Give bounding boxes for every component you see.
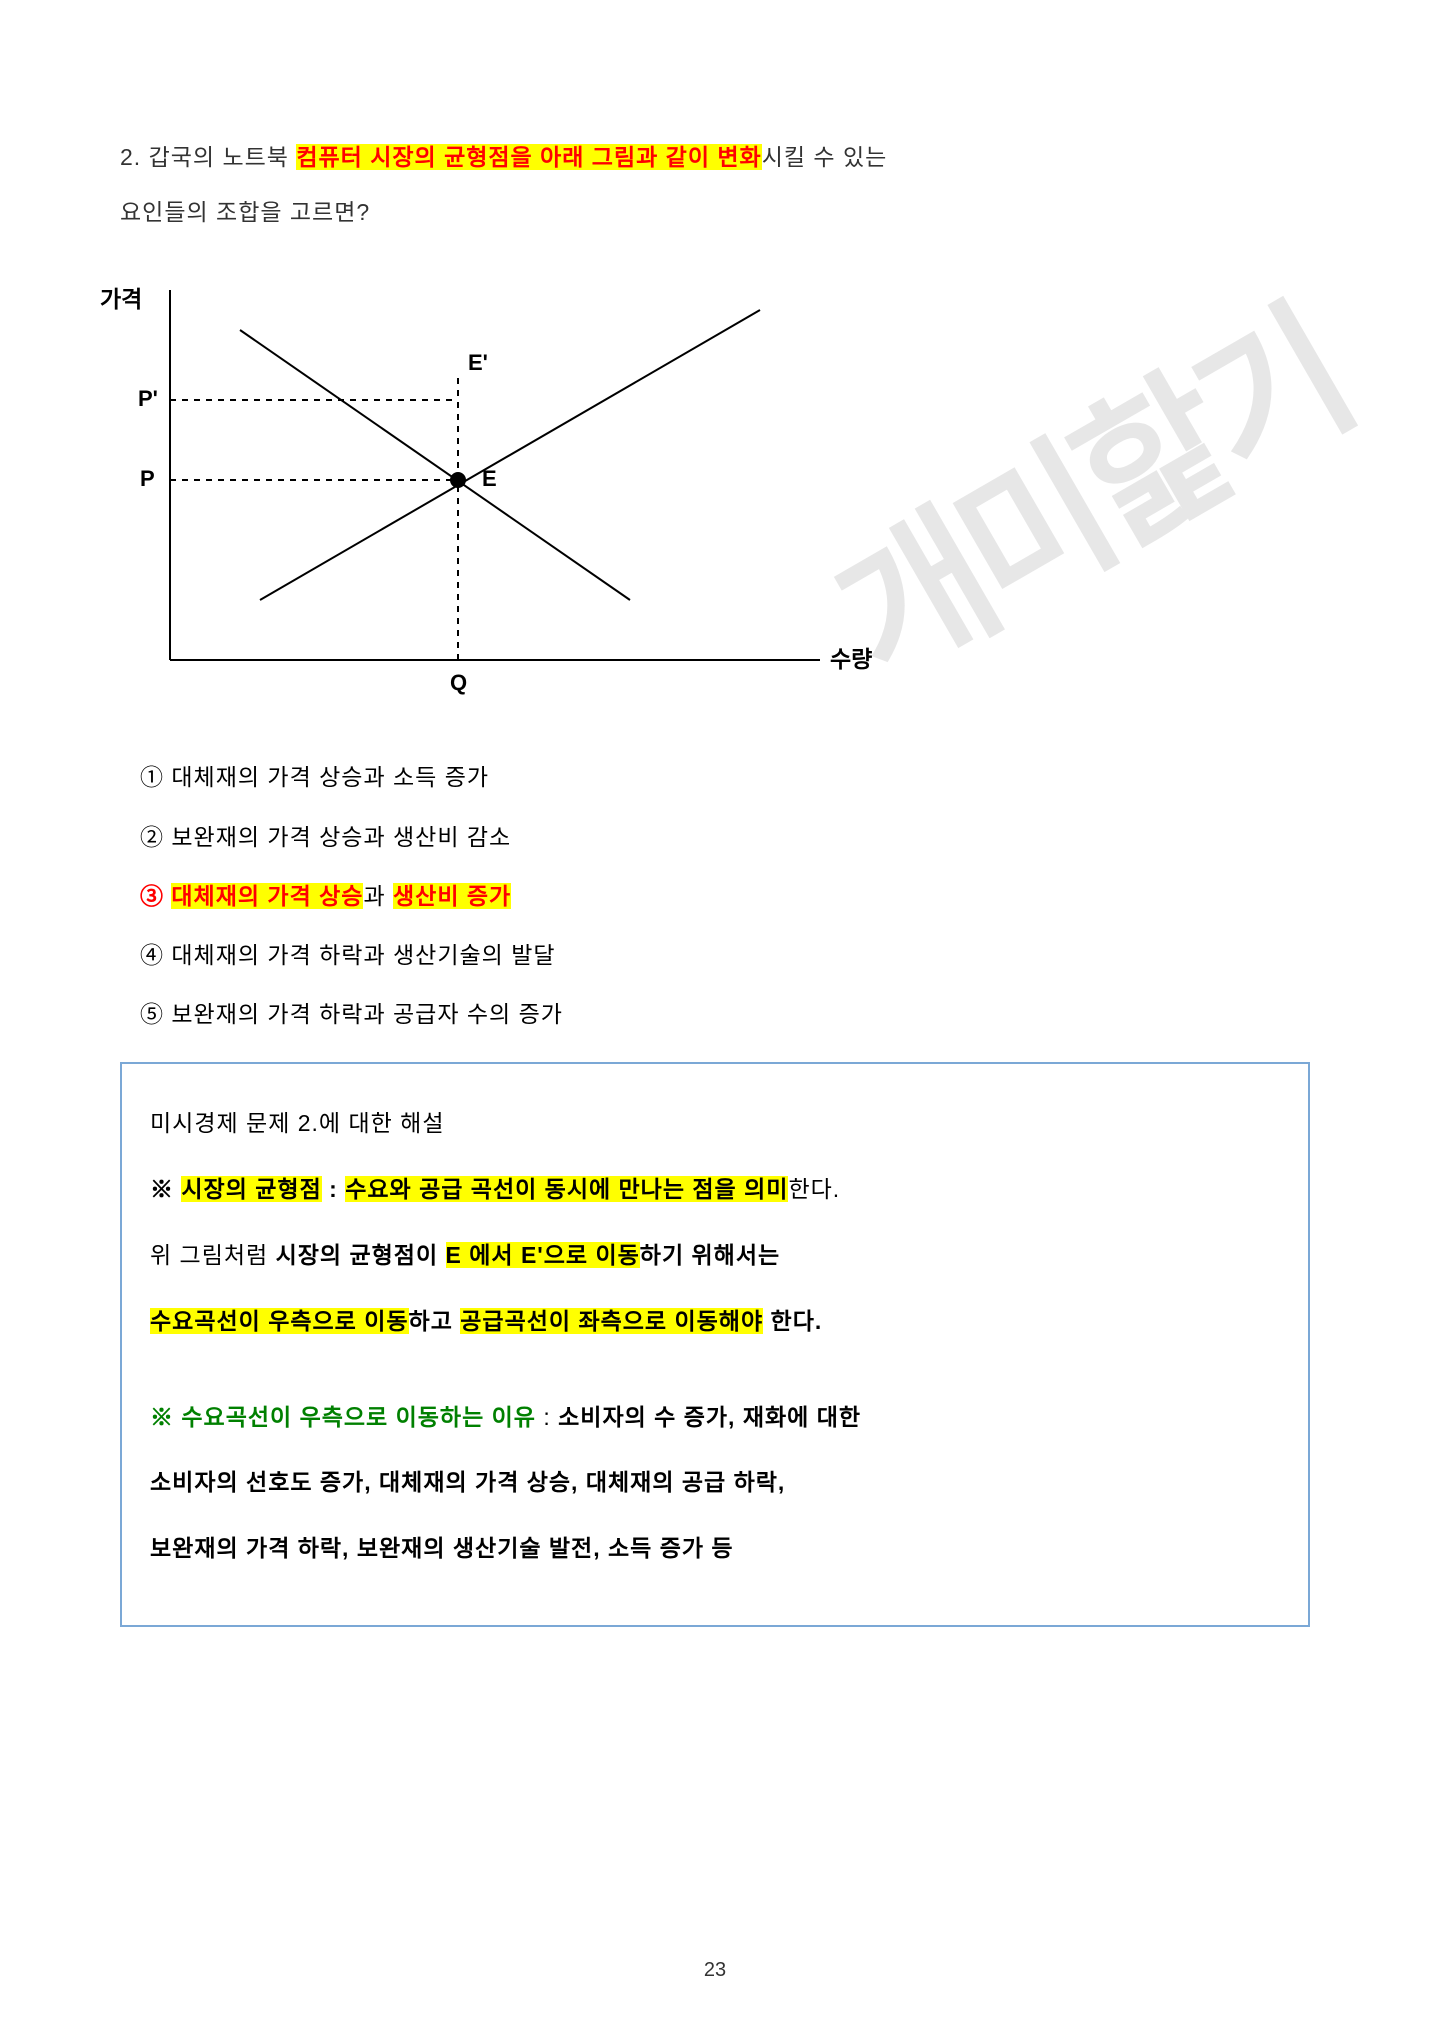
exp-l1-hl1: 시장의 균형점: [181, 1176, 321, 1202]
point-e-label: E: [482, 466, 497, 492]
y-tick-pprime: P': [138, 386, 158, 412]
exp-l2-suffix: 하기 위해서는: [640, 1242, 780, 1268]
explanation-line4: ※ 수요곡선이 우측으로 이동하는 이유 : 소비자의 수 증가, 재화에 대한: [150, 1388, 1280, 1448]
supply-demand-chart: 가격 P' P E' E Q 수량: [100, 270, 880, 710]
point-e: [450, 472, 466, 488]
exp-l1-suffix: 한다.: [788, 1176, 840, 1202]
explanation-line2: 위 그림처럼 시장의 균형점이 E 에서 E'으로 이동하기 위해서는: [150, 1226, 1280, 1286]
exp-l4-green: 수요곡선이 우측으로 이동하는 이유: [181, 1404, 536, 1430]
page-content: 2. 갑국의 노트북 컴퓨터 시장의 균형점을 아래 그림과 같이 변화시킬 수…: [0, 0, 1430, 1687]
exp-l3-hl2: 공급곡선이 좌측으로 이동해야: [460, 1308, 763, 1334]
question-prefix: 갑국의 노트북: [149, 144, 297, 170]
explanation-line5: 소비자의 선호도 증가, 대체재의 가격 상승, 대체재의 공급 하락,: [150, 1453, 1280, 1513]
question-highlight: 컴퓨터 시장의 균형점을 아래 그림과 같이 변화: [296, 144, 761, 170]
explanation-line1: ※ 시장의 균형점 : 수요와 공급 곡선이 동시에 만나는 점을 의미한다.: [150, 1160, 1280, 1220]
exp-l3-suffix: 한다.: [763, 1308, 822, 1334]
question-line2: 요인들의 조합을 고르면?: [120, 199, 370, 225]
question-number: 2.: [120, 144, 141, 170]
opt3-part2: 생산비 증가: [393, 883, 511, 909]
explanation-title: 미시경제 문제 2.에 대한 해설: [150, 1094, 1280, 1154]
supply-curve: [260, 310, 760, 600]
point-eprime-label: E': [468, 350, 488, 376]
exp-l1-mid: :: [322, 1176, 345, 1202]
y-axis-label: 가격: [100, 280, 142, 314]
opt3-part1: 대체재의 가격 상승: [171, 883, 363, 909]
explanation-line3: 수요곡선이 우측으로 이동하고 공급곡선이 좌측으로 이동해야 한다.: [150, 1292, 1280, 1352]
option-2: ② 보완재의 가격 상승과 생산비 감소: [140, 810, 1310, 865]
y-tick-p: P: [140, 466, 155, 492]
exp-l4-mid: :: [536, 1404, 558, 1430]
option-1: ① 대체재의 가격 상승과 소득 증가: [140, 750, 1310, 805]
exp-l2-prefix: 위 그림처럼: [150, 1242, 276, 1268]
question-block: 2. 갑국의 노트북 컴퓨터 시장의 균형점을 아래 그림과 같이 변화시킬 수…: [120, 130, 1310, 240]
exp-l3-mid: 하고: [409, 1308, 461, 1334]
exp-l1-prefix: ※: [150, 1176, 181, 1202]
options-list: ① 대체재의 가격 상승과 소득 증가 ② 보완재의 가격 상승과 생산비 감소…: [140, 750, 1310, 1042]
exp-l2-bold1: 시장의 균형점이: [276, 1242, 446, 1268]
option-4: ④ 대체재의 가격 하락과 생산기술의 발달: [140, 928, 1310, 983]
page-number: 23: [0, 1959, 1430, 1982]
option-5: ⑤ 보완재의 가격 하락과 공급자 수의 증가: [140, 987, 1310, 1042]
explanation-line6: 보완재의 가격 하락, 보완재의 생산기술 발전, 소득 증가 등: [150, 1519, 1280, 1579]
opt3-num: ③: [140, 883, 171, 909]
demand-curve: [240, 330, 630, 600]
question-suffix: 시킬 수 있는: [762, 144, 888, 170]
exp-l4-prefix: ※: [150, 1404, 181, 1430]
x-tick-q: Q: [450, 670, 467, 696]
x-axis-label: 수량: [830, 640, 872, 674]
exp-l3-hl1: 수요곡선이 우측으로 이동: [150, 1308, 409, 1334]
opt3-mid: 과: [363, 883, 393, 909]
option-3: ③ 대체재의 가격 상승과 생산비 증가: [140, 869, 1310, 924]
exp-l1-hl2: 수요와 공급 곡선이 동시에 만나는 점을 의미: [345, 1176, 788, 1202]
explanation-box: 미시경제 문제 2.에 대한 해설 ※ 시장의 균형점 : 수요와 공급 곡선이…: [120, 1062, 1310, 1627]
exp-l2-hl: E 에서 E'으로 이동: [446, 1242, 640, 1268]
exp-l4-bold: 소비자의 수 증가, 재화에 대한: [558, 1404, 861, 1430]
